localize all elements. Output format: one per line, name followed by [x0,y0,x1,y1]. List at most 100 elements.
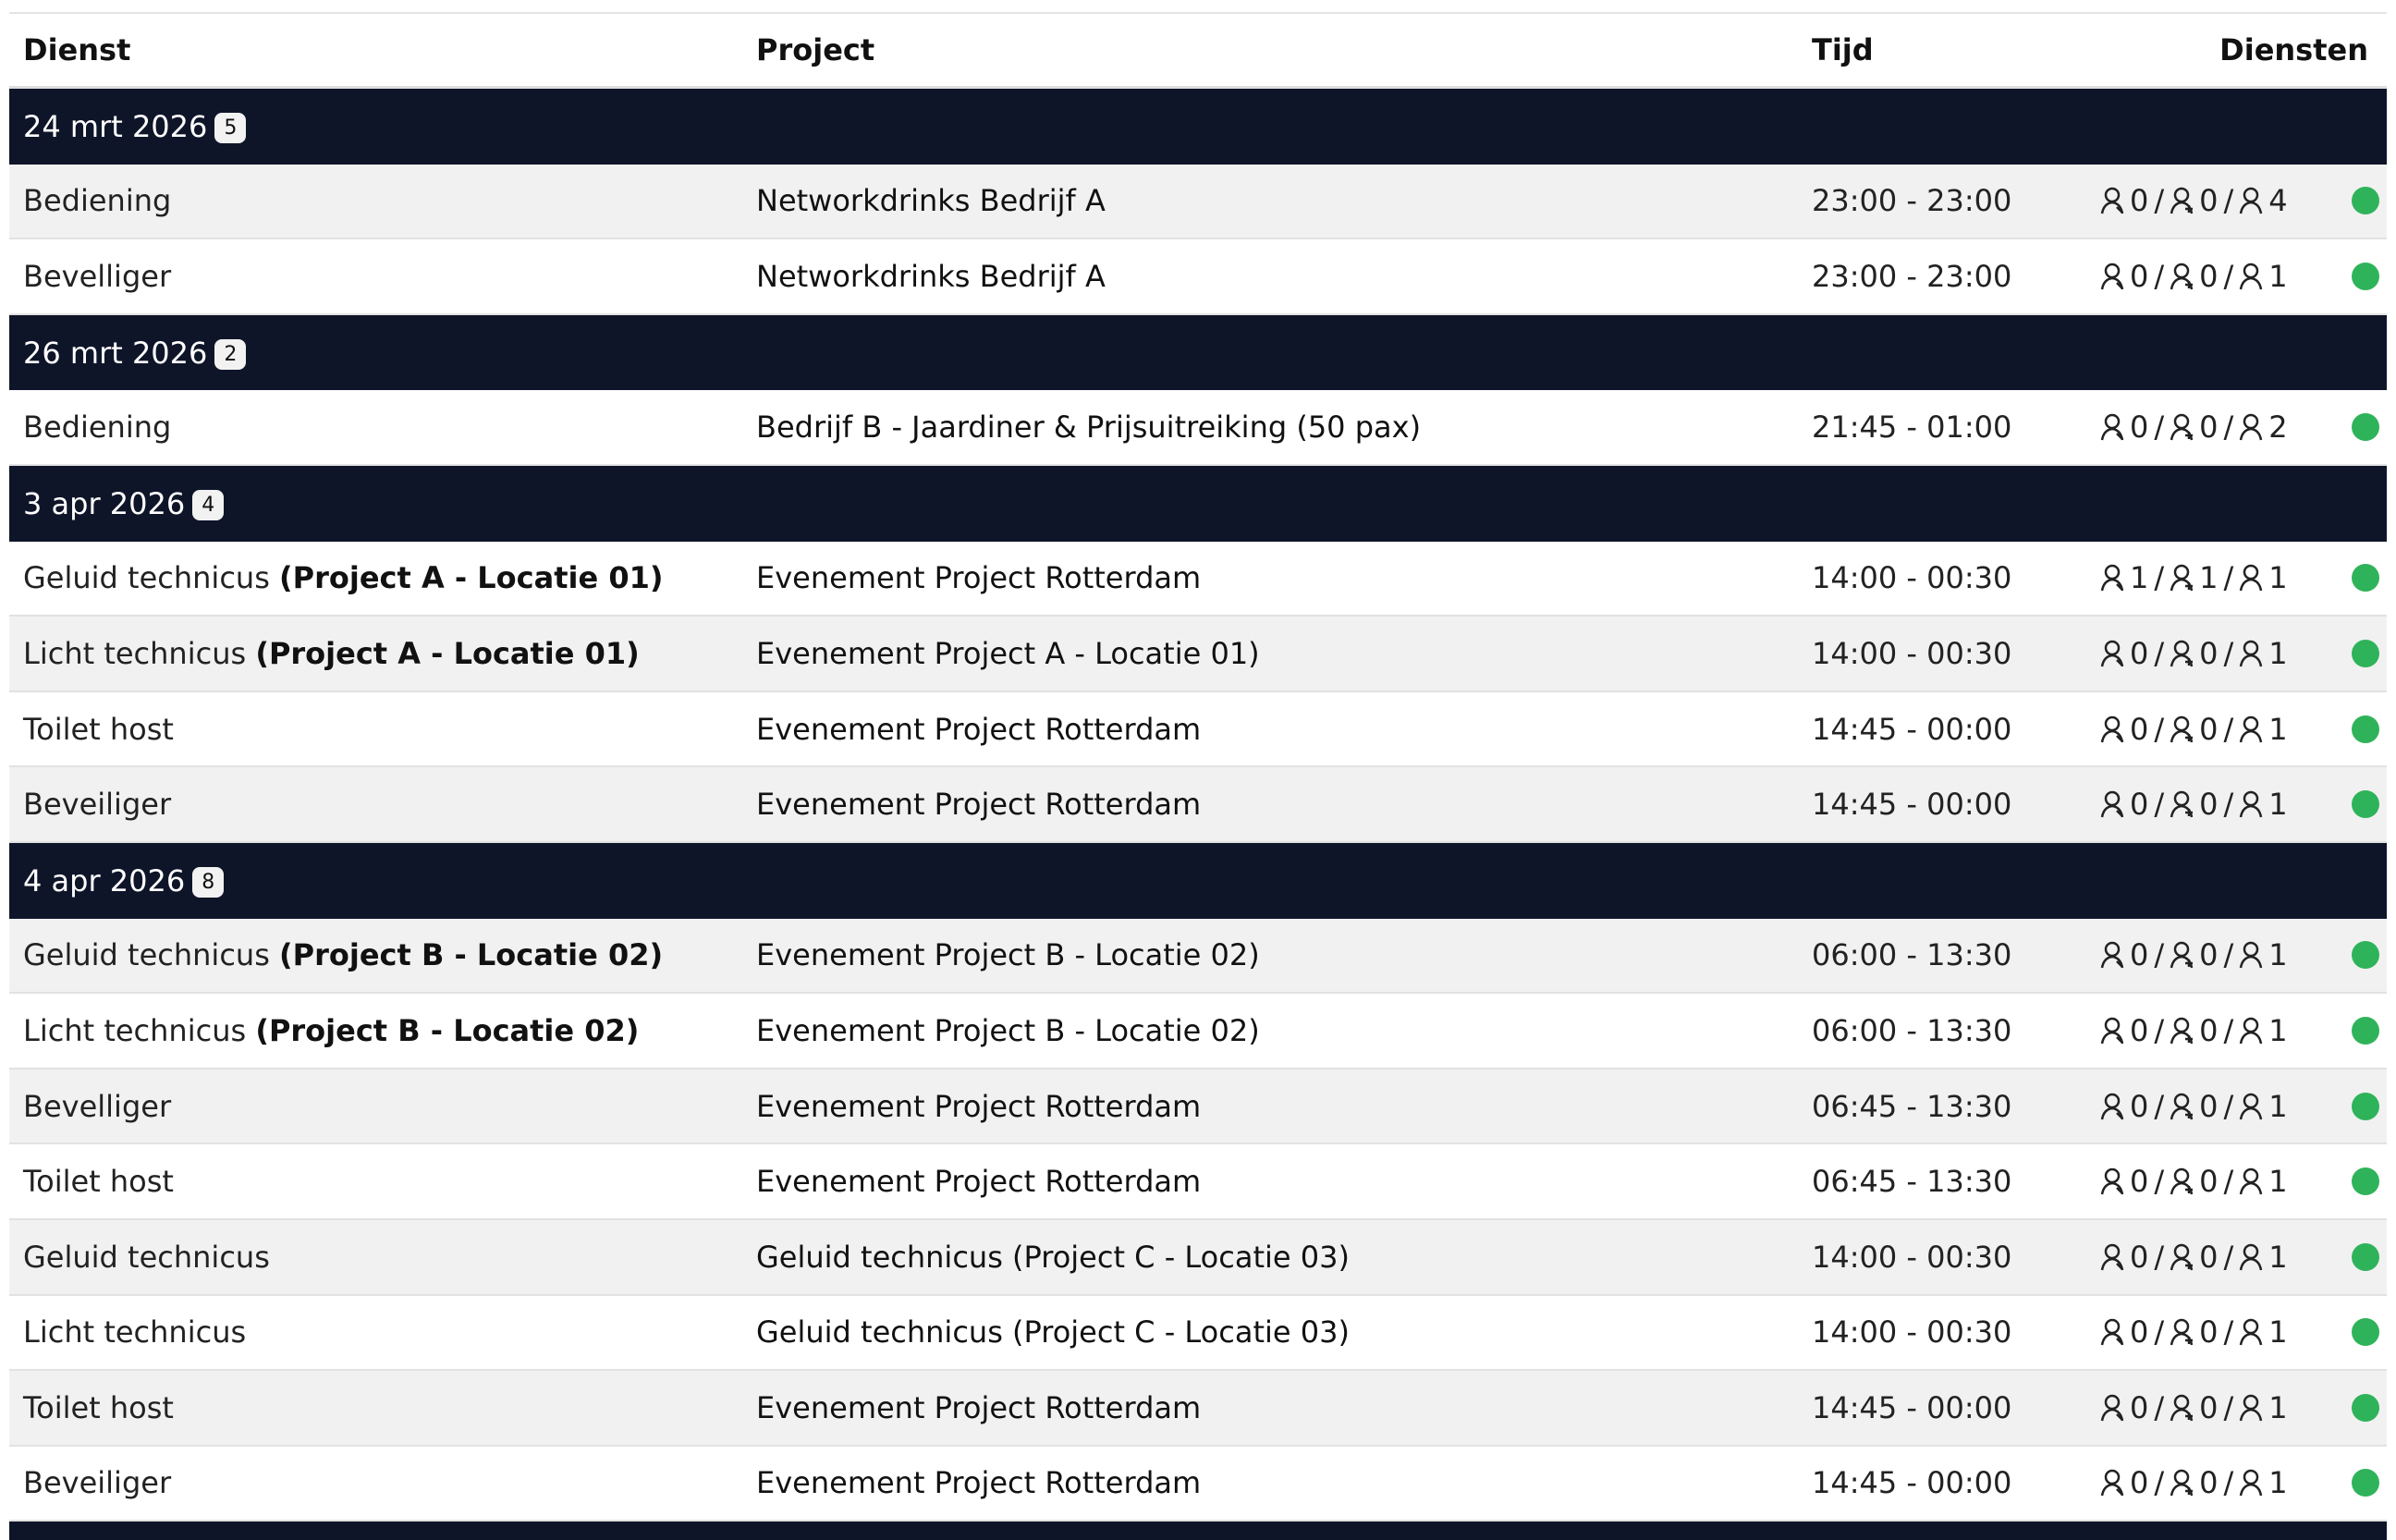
separator: / [2154,1164,2165,1200]
status-dot [2352,187,2379,215]
col-project[interactable]: Project [756,32,875,67]
person-icon [2100,188,2124,214]
shift-row[interactable]: Bevelliger Networkdrinks Bedrijf A 23:00 -… [9,239,2387,315]
project-name: Geluid technicus (Project C - Locatie 03… [756,1314,1350,1351]
staff-count: 1 [2268,787,2288,823]
person-icon [2100,942,2124,969]
staff-count: 0 [2130,1164,2149,1200]
project-name: Evenement Project Rotterdam [756,1389,1202,1425]
separator: / [2154,787,2165,823]
staff-count: 1 [2268,560,2288,596]
person-icon [2240,1093,2263,1119]
shift-time: 14:45 - 00:00 [1812,711,2012,747]
staff-count: 1 [2130,560,2149,596]
date-group-header[interactable]: 4 apr 2026 8 [9,842,2387,919]
status-dot [2352,790,2379,819]
dienst-name: Geluid technicus [23,937,270,973]
staff-count: 0 [2130,1239,2149,1275]
staff-count: 0 [2130,183,2149,219]
dienst-name: Bediening [23,409,172,446]
dienst-cell: Geluid technicus [23,1240,270,1275]
person-icon [2240,1319,2263,1346]
shift-time: 14:00 - 00:30 [1812,560,2012,596]
shift-row[interactable]: Beveiliger Evenement Project Rotterdam 14:… [9,1446,2387,1522]
date-group-header[interactable]: 24 mrt 2026 5 [9,89,2387,165]
person-icon [2100,790,2124,818]
person-icon [2100,1470,2124,1497]
shift-time: 14:45 - 00:00 [1812,1465,2012,1501]
dienst-cell: Bediening [23,183,171,218]
date-group-header[interactable]: 26 mrt 2026 2 [9,314,2387,391]
project-name: Geluid technicus (Project C - Locatie 03… [756,1239,1350,1275]
separator: / [2223,560,2234,596]
staff-count: 0 [2199,409,2219,446]
person-icon [2240,640,2263,667]
staff-count: 0 [2130,1088,2149,1124]
status-dot [2352,1318,2379,1347]
staff-counts: 1/1/1 [2100,560,2288,595]
shift-row[interactable]: Toilet host Evenement Project Rotterdam 14… [9,691,2387,768]
project-name: Networkdrinks Bedrijf A [756,258,1106,294]
separator: / [2154,1239,2165,1275]
staff-count: 0 [2199,258,2219,294]
staff-count: 4 [2268,183,2288,219]
person-icon [2170,715,2194,742]
person-icon [2170,640,2194,667]
dienst-name: Geluid technicus [23,1239,270,1275]
staff-count: 0 [2130,409,2149,446]
group-label: 4 apr 2026 8 [23,863,225,898]
shift-row[interactable]: Bediening Networkdrinks Bedrijf A 23:00 - … [9,164,2387,240]
dienst-cell: Bediening [23,409,171,445]
staff-count: 0 [2199,937,2219,973]
col-tijd[interactable]: Tijd [1812,32,1874,67]
staff-counts: 0/0/1 [2100,1164,2288,1199]
dienst-cell: Toilet host [23,1164,174,1199]
staff-count: 1 [2268,258,2288,294]
staff-counts: 0/0/1 [2100,1240,2288,1275]
separator: / [2154,711,2165,747]
shift-row[interactable]: Bevelliger Evenement Project Rotterdam 06:… [9,1069,2387,1145]
separator: / [2154,635,2165,671]
person-icon [2100,263,2124,290]
separator: / [2223,1465,2234,1501]
project-name: Bedrijf B - Jaardiner & Prijsuitreiking … [756,409,1422,446]
staff-count: 0 [2130,1012,2149,1048]
dienst-cell: Licht technicus (Project A - Locatie 01) [23,636,640,671]
shift-row[interactable]: Licht technicus (Project B - Locatie 02)… [9,994,2387,1069]
shift-row[interactable]: Licht technicus (Project A - Locatie 01)… [9,617,2387,692]
separator: / [2223,1314,2234,1351]
separator: / [2154,1314,2165,1351]
staff-counts: 0/0/1 [2100,636,2288,671]
person-icon [2170,1394,2194,1422]
staff-count: 0 [2130,937,2149,973]
shift-row[interactable]: Geluid technicus (Project A - Locatie 01… [9,541,2387,617]
shift-time: 06:45 - 13:30 [1812,1088,2012,1124]
shift-row[interactable]: Bediening Bedrijf B - Jaardiner & Prijsui… [9,390,2387,466]
group-label: 24 mrt 2026 5 [23,109,247,144]
person-icon [2240,413,2263,441]
staff-counts: 0/0/1 [2100,1089,2288,1124]
col-dienst[interactable]: Dienst [23,32,131,67]
shift-row[interactable]: Licht technicus Geluid technicus (Project… [9,1295,2387,1372]
status-dot [2352,1469,2379,1497]
dienst-cell: Bevelliger [23,259,171,294]
next-group-header [9,1522,2387,1540]
date-group-header[interactable]: 3 apr 2026 4 [9,465,2387,542]
separator: / [2154,1389,2165,1425]
person-icon [2100,413,2124,441]
shift-row[interactable]: Toilet host Evenement Project Rotterdam 06… [9,1144,2387,1220]
shift-row[interactable]: Beveiliger Evenement Project Rotterdam 14:… [9,767,2387,843]
staff-count: 1 [2268,635,2288,671]
separator: / [2154,1088,2165,1124]
shift-row[interactable]: Geluid technicus (Project B - Locatie 02… [9,918,2387,995]
shift-row[interactable]: Geluid technicus Geluid technicus (Projec… [9,1219,2387,1296]
dienst-cell: Geluid technicus (Project B - Locatie 02… [23,937,663,972]
status-dot [2352,1167,2379,1196]
shift-row[interactable]: Toilet host Evenement Project Rotterdam 14… [9,1371,2387,1447]
separator: / [2154,258,2165,294]
staff-counts: 0/0/1 [2100,259,2288,294]
staff-count: 0 [2130,635,2149,671]
separator: / [2154,1465,2165,1501]
person-icon [2170,942,2194,969]
col-diensten[interactable]: Diensten [2219,32,2368,67]
